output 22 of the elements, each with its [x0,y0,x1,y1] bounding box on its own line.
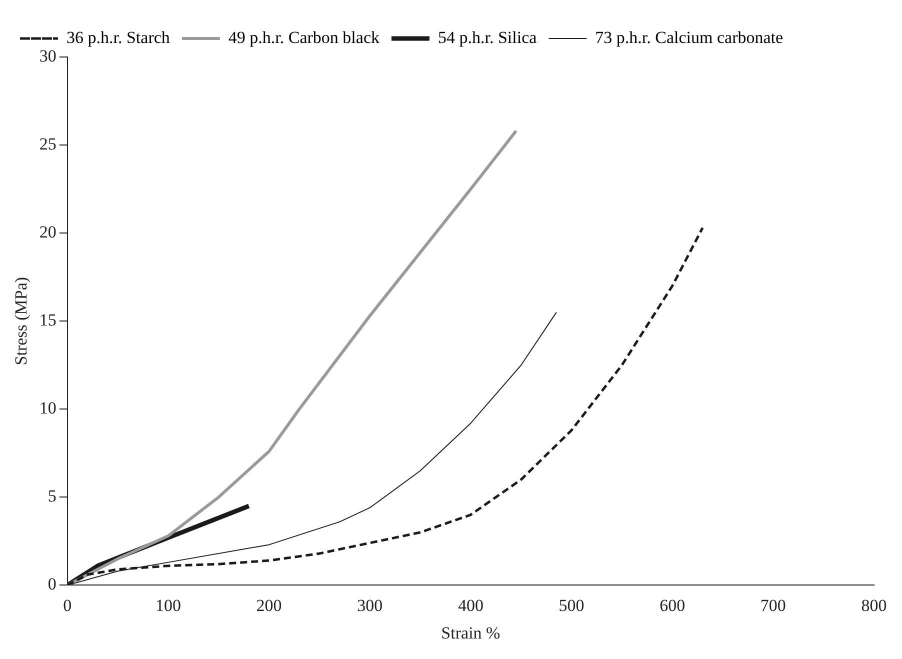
x-tick-label: 300 [357,596,383,615]
x-tick-label: 600 [660,596,686,615]
y-tick-label: 20 [39,222,56,242]
x-tick-label: 800 [861,596,887,615]
legend-label: 73 p.h.r. Calcium carbonate [595,28,784,47]
y-tick-label: 5 [48,486,56,506]
x-tick-label: 100 [155,596,181,615]
x-tick-label: 200 [256,596,282,615]
x-axis-title: Strain % [441,623,500,642]
y-tick-label: 30 [39,46,56,66]
x-tick-label: 700 [760,596,786,615]
y-tick-label: 15 [39,310,56,330]
legend-label: 36 p.h.r. Starch [66,28,170,47]
legend-label: 54 p.h.r. Silica [438,28,538,47]
x-tick-label: 500 [558,596,584,615]
x-tick-label: 400 [458,596,484,615]
y-tick-label: 0 [48,574,56,594]
x-tick-label: 0 [63,596,72,615]
y-axis-title: Stress (MPa) [12,276,31,366]
legend-label: 49 p.h.r. Carbon black [228,28,380,47]
y-tick-label: 25 [39,134,56,154]
y-tick-label: 10 [39,398,56,418]
